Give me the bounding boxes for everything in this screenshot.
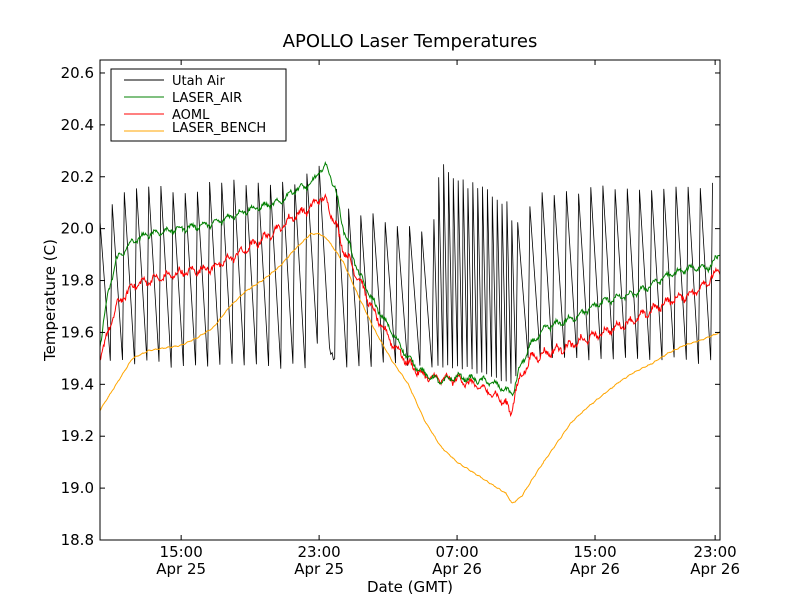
y-tick-label: 19.4: [61, 375, 94, 393]
x-tick-label-time: 23:00: [694, 543, 737, 561]
legend-label-laser-air: LASER_AIR: [172, 91, 242, 106]
x-axis-label: Date (GMT): [367, 578, 453, 596]
legend-label-laser-bench: LASER_BENCH: [172, 121, 266, 136]
y-tick-label: 18.8: [61, 531, 94, 549]
x-tick-label-date: Apr 26: [432, 560, 482, 578]
legend-label-aoml: AOML: [172, 108, 210, 123]
y-tick-label: 19.2: [61, 427, 94, 445]
series-line-laser-air: [99, 160, 721, 397]
series-line-laser-bench: [99, 232, 721, 504]
x-tick-label-time: 15:00: [160, 543, 203, 561]
y-tick-label: 19.8: [61, 272, 94, 290]
chart-title: APOLLO Laser Temperatures: [283, 31, 538, 52]
legend-label-utah-air: Utah Air: [172, 74, 225, 89]
axes-frame: [99, 59, 721, 541]
y-tick-label: 20.0: [61, 220, 94, 238]
x-tick-label-date: Apr 26: [570, 560, 620, 578]
y-tick-label: 19.0: [61, 479, 94, 497]
series-line-aoml: [99, 193, 721, 418]
x-tick-label-time: 23:00: [297, 543, 340, 561]
x-tick-label-date: Apr 25: [294, 560, 344, 578]
y-tick-label: 20.4: [61, 116, 94, 134]
plot-area: 18.8 19.0 19.2 19.4 19.6 19.8 20.0 20.2 20.4 20.6…: [61, 59, 740, 578]
legend: Utah Air LASER_AIR AOML LASER_BENCH: [110, 68, 287, 142]
series-line-utah-air: [99, 164, 713, 384]
y-tick-label: 19.6: [61, 323, 94, 341]
legend-frame: [110, 68, 287, 142]
x-tick-label-time: 07:00: [435, 543, 478, 561]
x-tick-label-time: 15:00: [573, 543, 616, 561]
y-axis-label: Temperature (C): [41, 239, 59, 362]
series-layer: [99, 160, 721, 504]
tick-layer: 18.8 19.0 19.2 19.4 19.6 19.8 20.0 20.2 20.4 20.6…: [61, 60, 740, 578]
x-tick-label-date: Apr 26: [690, 560, 740, 578]
x-tick-label-date: Apr 25: [156, 560, 206, 578]
y-tick-label: 20.6: [61, 64, 94, 82]
y-tick-label: 20.2: [61, 168, 94, 186]
